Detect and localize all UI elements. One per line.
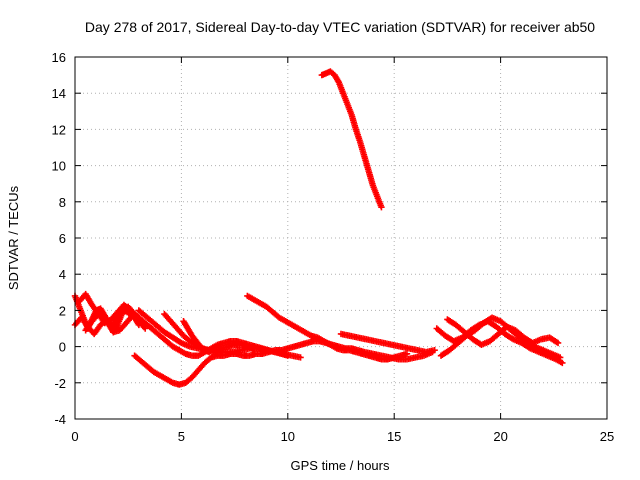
data-point	[431, 347, 438, 354]
x-axis-label: GPS time / hours	[291, 458, 390, 473]
axis-ticks	[74, 56, 608, 420]
x-tick-label: 25	[600, 429, 614, 444]
data-point	[403, 350, 411, 358]
y-tick-label: -4	[54, 412, 66, 427]
y-tick-label: 2	[59, 303, 66, 318]
y-tick-labels: -4 -2 0 2 4 6 8 10 12 14 16	[52, 50, 66, 427]
x-tick-label: 20	[493, 429, 507, 444]
data-point	[250, 345, 257, 352]
y-tick-label: 0	[59, 340, 66, 355]
y-tick-label: 14	[52, 86, 66, 101]
x-tick-label: 15	[387, 429, 401, 444]
grid-lines	[75, 57, 607, 419]
data-point	[142, 325, 149, 332]
data-point	[297, 354, 304, 361]
data-point	[378, 204, 385, 211]
y-tick-label: 12	[52, 122, 66, 137]
y-tick-label: 16	[52, 50, 66, 65]
y-tick-label: 10	[52, 159, 66, 174]
data-point	[556, 354, 564, 361]
data-points	[71, 68, 566, 388]
y-tick-label: -2	[54, 376, 66, 391]
x-tick-label: 0	[71, 429, 78, 444]
data-point	[205, 348, 213, 356]
chart-title: Day 278 of 2017, Sidereal Day-to-day VTE…	[85, 19, 595, 35]
y-tick-label: 4	[59, 267, 66, 282]
x-tick-label: 10	[281, 429, 295, 444]
y-axis-label: SDTVAR / TECUs	[6, 185, 21, 290]
data-point	[554, 339, 562, 347]
y-tick-label: 8	[59, 195, 66, 210]
x-tick-labels: 0 5 10 15 20 25	[71, 429, 614, 444]
x-tick-label: 5	[178, 429, 185, 444]
y-tick-label: 6	[59, 231, 66, 246]
data-point	[559, 359, 566, 367]
